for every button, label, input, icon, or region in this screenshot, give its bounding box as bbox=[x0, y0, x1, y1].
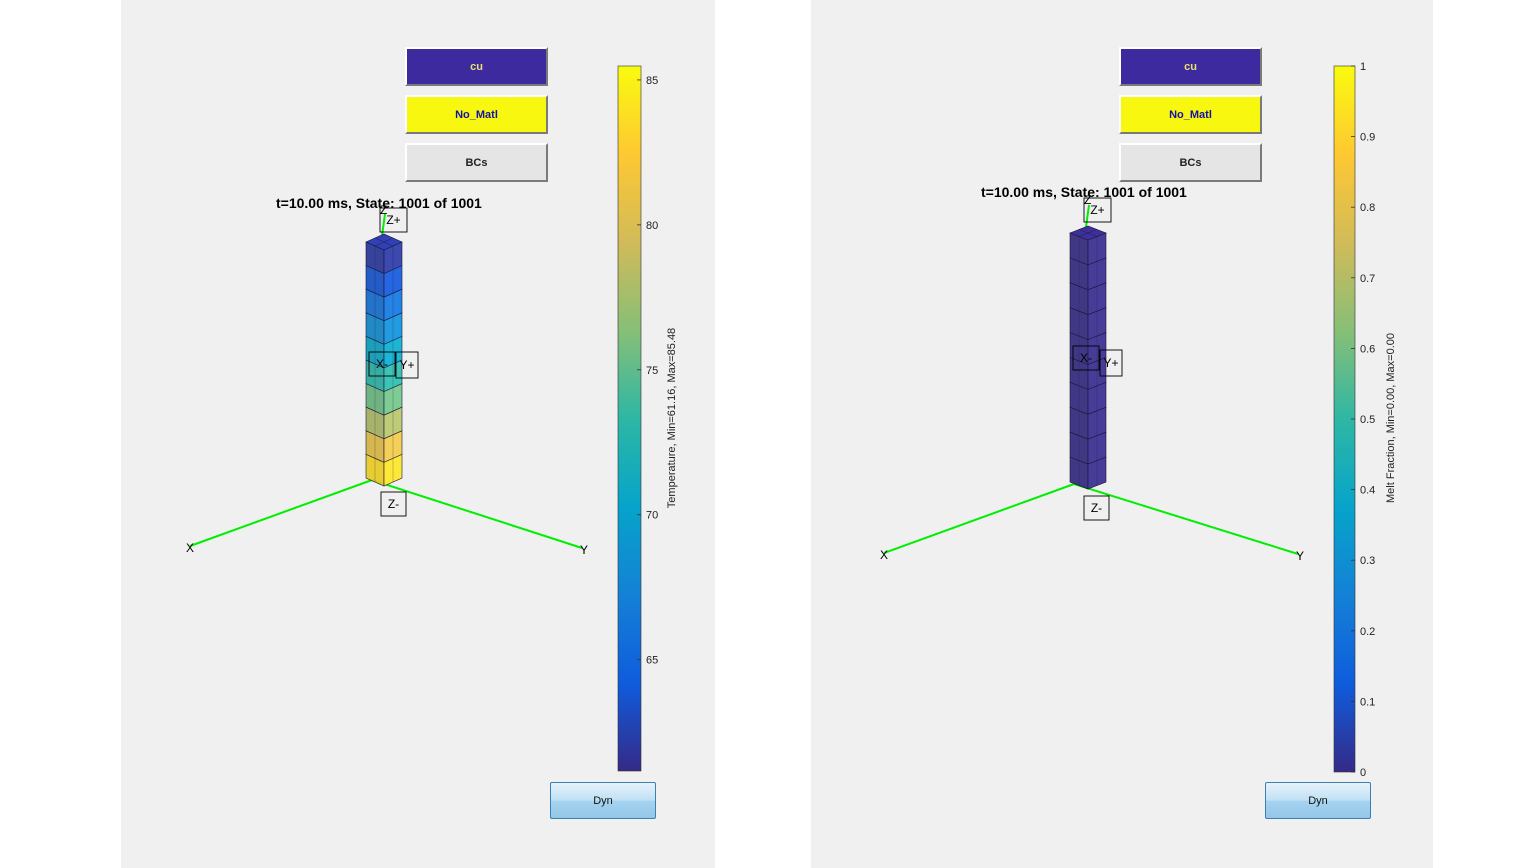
right-plot-title: t=10.00 ms, State: 1001 of 1001 bbox=[981, 184, 1187, 200]
right-colorbar-tick-label: 0.8 bbox=[1360, 202, 1375, 214]
right-face-x-minus-box bbox=[1072, 345, 1100, 371]
right-colorbar-tick-label: 0.1 bbox=[1360, 696, 1375, 708]
left-colorbar: 65 70 75 80 85 Temperature, Min=61.16, Max=8… bbox=[617, 65, 678, 772]
right-face-y-plus-label: Y+ bbox=[1103, 356, 1118, 370]
left-face-z-minus-box bbox=[380, 491, 407, 517]
left-colorbar-tick-label: 85 bbox=[646, 75, 658, 87]
left-face-y-plus-box bbox=[395, 351, 419, 379]
right-colorbar: 0 0.1 0.2 0.3 0.4 0.5 0.6 0.7 0.8 0.9 1 Melt Fract… bbox=[1333, 61, 1397, 779]
left-z-tip-label: Z bbox=[380, 203, 387, 217]
right-colorbar-label: Melt Fraction, Min=0.00, Max=0.00 bbox=[1385, 333, 1397, 503]
right-face-y-plus-box bbox=[1099, 349, 1123, 377]
left-face-x-minus-label: X- bbox=[376, 357, 388, 371]
right-colorbar-tick-label: 0.6 bbox=[1360, 343, 1375, 355]
left-y-axis-line bbox=[371, 479, 583, 549]
right-z-axis-line bbox=[1085, 204, 1090, 228]
right-3d-plot[interactable]: X Y Z+ Z- X- Y+ Z bbox=[811, 0, 1433, 868]
left-y-axis-label: Y bbox=[580, 543, 588, 557]
left-x-axis-label: X bbox=[186, 541, 194, 555]
right-x-axis-line bbox=[883, 483, 1075, 554]
left-face-x-minus-box bbox=[368, 351, 396, 377]
left-dyn-button[interactable]: Dyn bbox=[550, 782, 656, 819]
right-colorbar-tick-label: 0.4 bbox=[1360, 485, 1375, 497]
left-no-matl-button[interactable]: No_Matl bbox=[405, 95, 548, 134]
left-face-z-minus-label: Z- bbox=[388, 497, 399, 511]
left-plot-title: t=10.00 ms, State: 1001 of 1001 bbox=[276, 195, 482, 211]
right-colorbar-tick-label: 0.9 bbox=[1360, 132, 1375, 144]
right-face-z-minus-label: Z- bbox=[1091, 501, 1102, 515]
right-colorbar-tick-label: 0.5 bbox=[1360, 414, 1375, 426]
right-colorbar-tick-label: 1 bbox=[1360, 61, 1366, 73]
left-colorbar-tick-label: 80 bbox=[646, 220, 658, 232]
left-z-axis-line bbox=[381, 213, 386, 237]
left-colorbar-tick-label: 65 bbox=[646, 655, 658, 667]
left-colorbar-gradient bbox=[617, 65, 642, 772]
left-3d-plot[interactable]: X Y Z+ Z- X- Y+ Z bbox=[121, 0, 715, 868]
right-colorbar-tick-label: 0.2 bbox=[1360, 626, 1375, 638]
right-face-z-plus-box bbox=[1083, 197, 1112, 223]
right-colorbar-tick-label: 0.7 bbox=[1360, 273, 1375, 285]
right-y-axis-line bbox=[1073, 483, 1299, 555]
right-colorbar-tick-label: 0.3 bbox=[1360, 555, 1375, 567]
right-x-axis-label: X bbox=[880, 548, 888, 562]
left-colorbar-label: Temperature, Min=61.16, Max=85.48 bbox=[666, 328, 678, 508]
left-x-axis-line bbox=[189, 479, 373, 547]
right-face-z-plus-label: Z+ bbox=[1090, 203, 1104, 217]
right-no-matl-button[interactable]: No_Matl bbox=[1119, 95, 1262, 134]
right-dyn-button[interactable]: Dyn bbox=[1265, 782, 1371, 819]
right-y-axis-label: Y bbox=[1296, 549, 1304, 563]
left-colorbar-tick-label: 75 bbox=[646, 365, 658, 377]
left-colorbar-tick-label: 70 bbox=[646, 510, 658, 522]
right-face-z-minus-box bbox=[1083, 495, 1110, 521]
right-bcs-button[interactable]: BCs bbox=[1119, 143, 1262, 182]
right-material-cu-button[interactable]: cu bbox=[1119, 47, 1262, 86]
left-face-y-plus-label: Y+ bbox=[399, 358, 414, 372]
left-bcs-button[interactable]: BCs bbox=[405, 143, 548, 182]
right-colorbar-tick-label: 0 bbox=[1360, 767, 1366, 779]
left-face-z-plus-box bbox=[379, 207, 408, 233]
right-z-tip-label: Z bbox=[1084, 193, 1091, 207]
left-face-z-plus-label: Z+ bbox=[386, 213, 400, 227]
left-material-cu-button[interactable]: cu bbox=[405, 47, 548, 86]
right-face-x-minus-label: X- bbox=[1080, 351, 1092, 365]
